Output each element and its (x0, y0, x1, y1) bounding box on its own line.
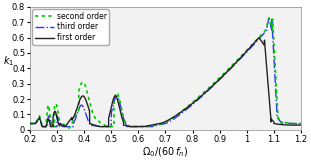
second order (28, 123, 32, 125)
third order (294, 123, 298, 125)
third order (265, 30, 268, 32)
Legend: second order, third order, first order: second order, third order, first order (32, 9, 109, 45)
Y-axis label: $k_1$: $k_1$ (3, 55, 15, 68)
third order (132, 126, 136, 128)
Line: third order: third order (30, 18, 301, 127)
second order (132, 126, 136, 128)
second order (294, 123, 298, 125)
second order (75, 112, 79, 114)
second order (267, 17, 271, 19)
first order (299, 124, 303, 126)
first order (265, 66, 268, 68)
third order (59, 124, 63, 126)
X-axis label: $\Omega_0/(60\,f_n)$: $\Omega_0/(60\,f_n)$ (142, 145, 188, 159)
first order (75, 107, 79, 109)
Line: first order: first order (30, 38, 301, 127)
first order (40, 126, 44, 128)
first order (59, 123, 63, 125)
third order (75, 113, 79, 115)
Line: second order: second order (30, 18, 301, 128)
second order (265, 28, 268, 30)
first order (257, 37, 261, 39)
second order (67, 127, 71, 129)
first order (144, 125, 148, 127)
third order (28, 123, 32, 125)
third order (144, 126, 148, 128)
second order (144, 126, 148, 128)
third order (299, 123, 303, 125)
first order (132, 126, 136, 128)
first order (294, 124, 298, 126)
first order (28, 123, 32, 125)
second order (59, 124, 63, 126)
second order (299, 123, 303, 125)
third order (40, 126, 44, 128)
third order (267, 17, 271, 19)
